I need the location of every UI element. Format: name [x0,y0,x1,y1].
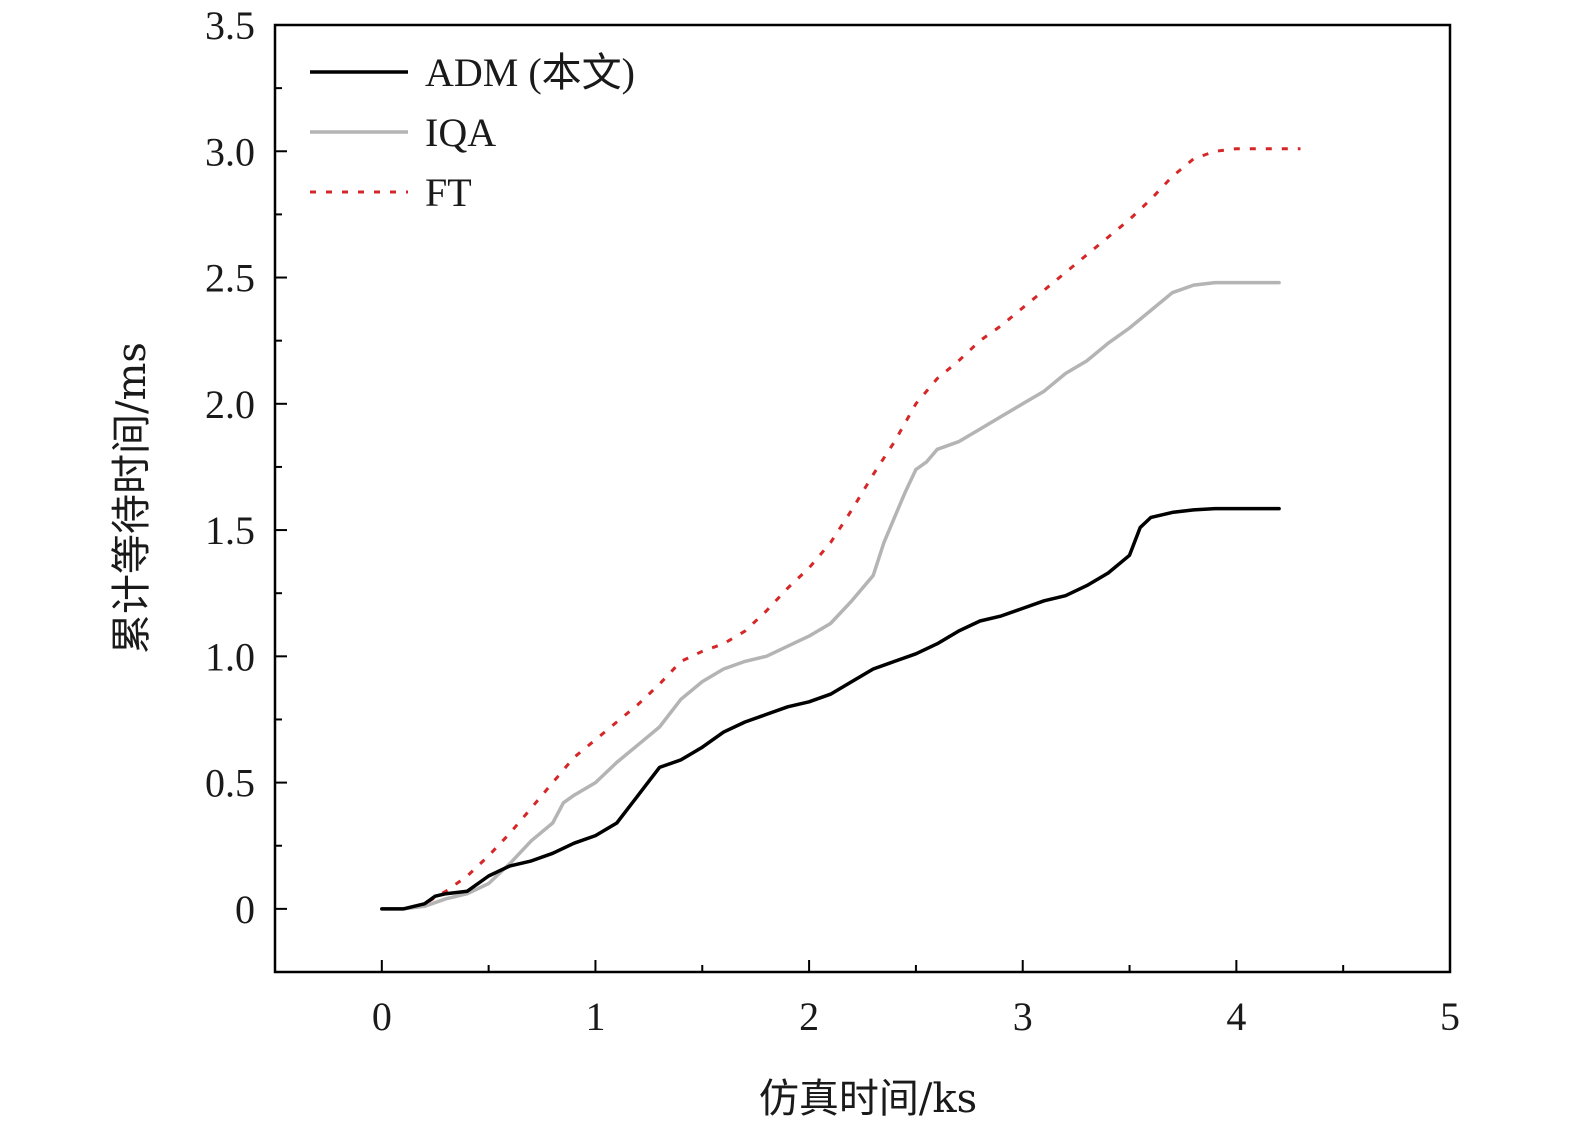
series-line-3 [381,147,1301,911]
series-line-2 [380,280,1281,911]
legend-label-2: IQA [425,110,496,155]
x-tick-label: 5 [1440,994,1460,1039]
y-tick-label: 2.5 [205,256,255,301]
y-tick-label: 0.5 [205,761,255,806]
x-tick-label: 3 [1013,994,1033,1039]
legend-label-3: FT [425,170,472,215]
x-axis-title: 仿真时间/ks [759,1076,977,1122]
plot-frame [273,23,1452,974]
y-axis-title: 累计等待时间/ms [109,342,155,654]
y-tick-label: 1.0 [205,634,255,679]
y-tick-label: 3.0 [205,129,255,174]
legend-label-1: ADM (本文) [425,50,635,95]
y-tick-label: 3.5 [205,3,255,48]
x-tick-label: 4 [1226,994,1246,1039]
x-tick-label: 0 [372,994,392,1039]
x-tick-label: 2 [799,994,819,1039]
y-tick-label: 1.5 [205,508,255,553]
y-tick-label: 0 [235,887,255,932]
x-tick-label: 1 [585,994,605,1039]
y-tick-label: 2.0 [205,382,255,427]
series-line-1 [380,506,1281,911]
